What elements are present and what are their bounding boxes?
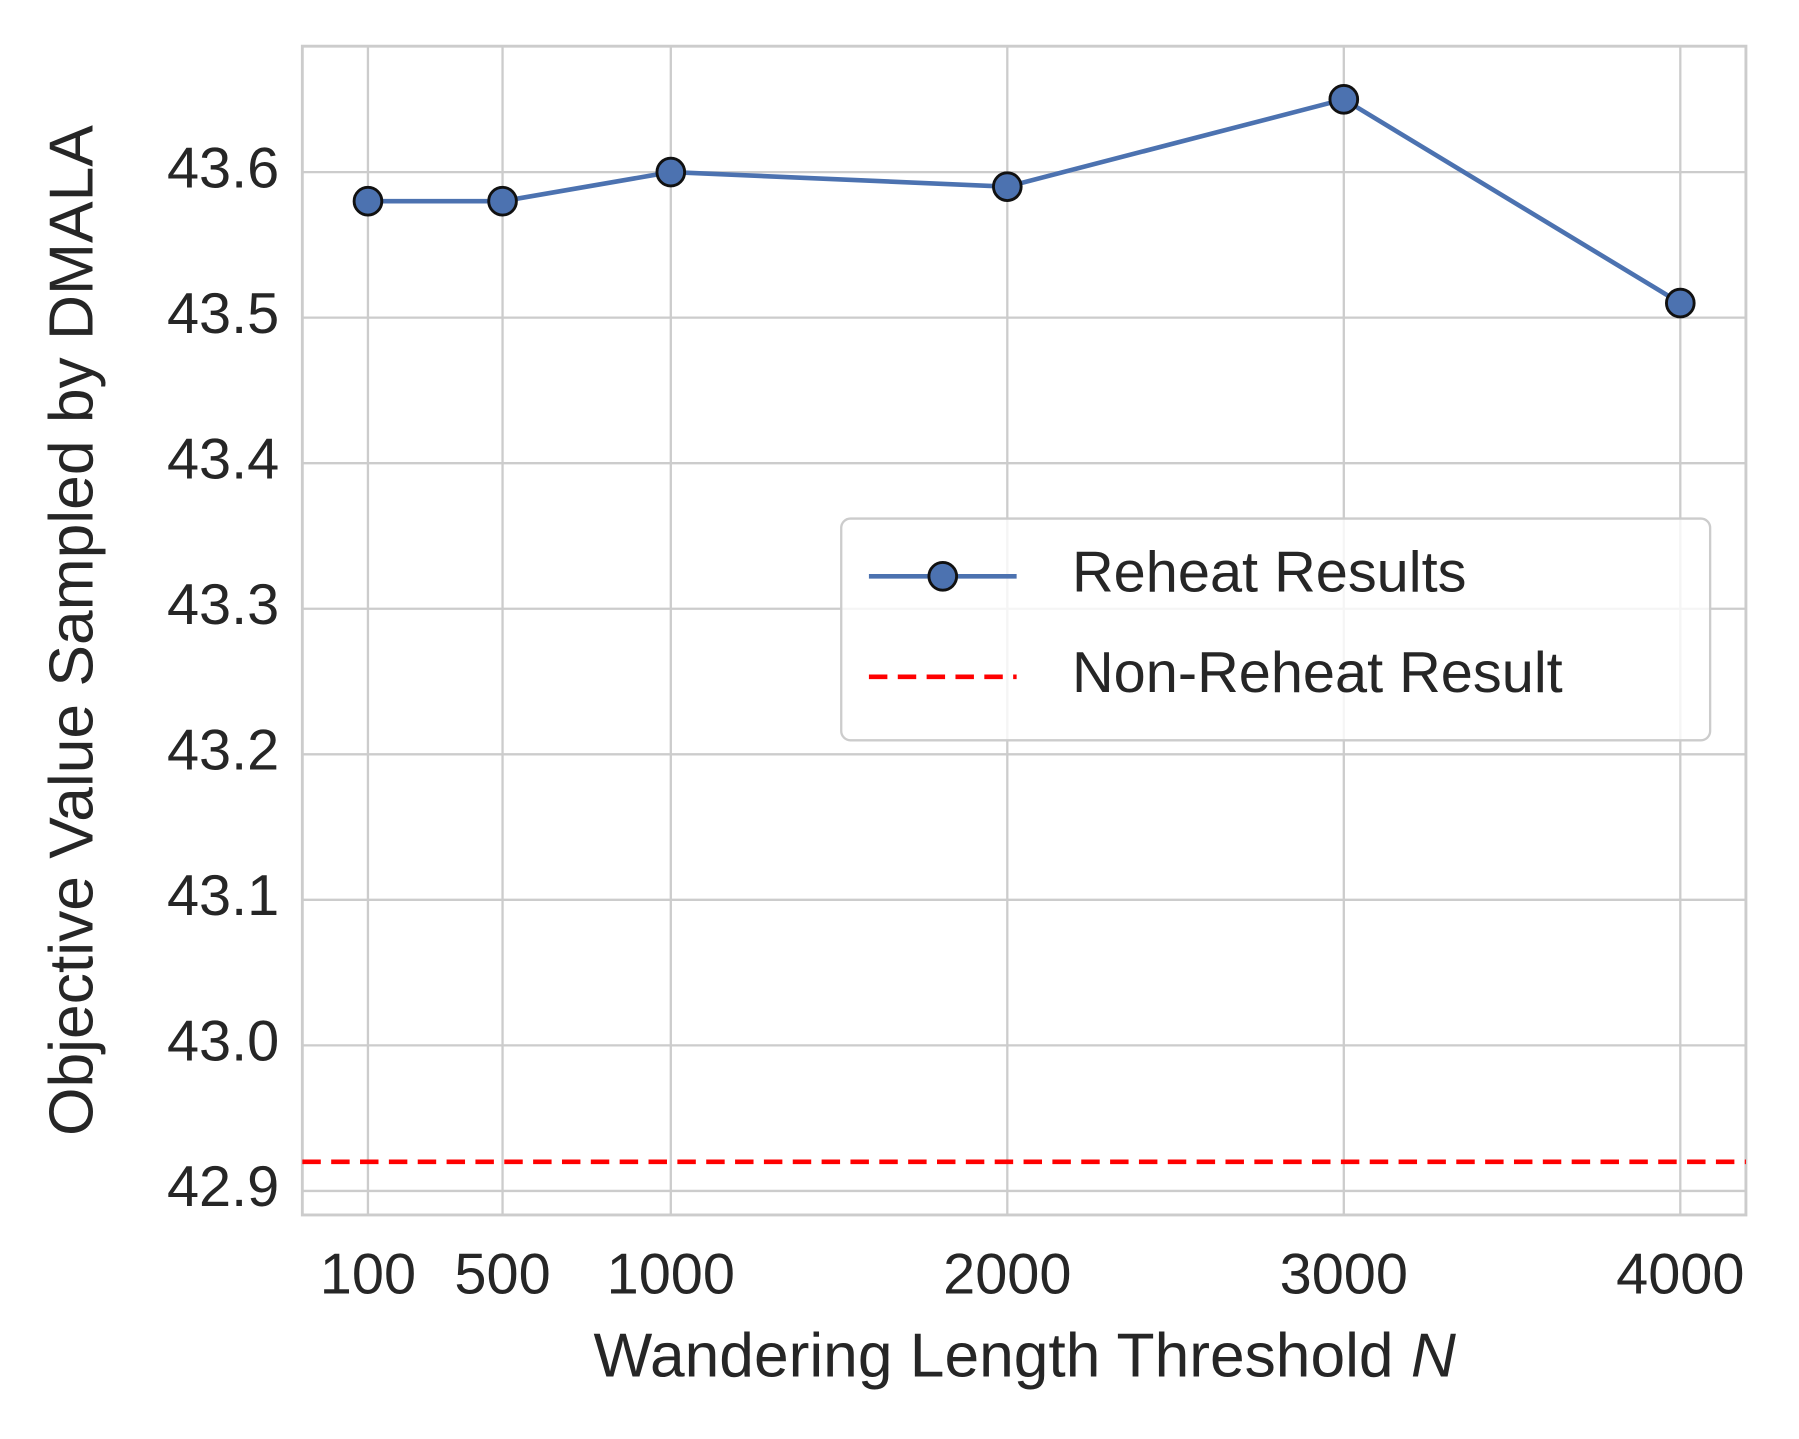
legend-label: Reheat Results (1072, 541, 1466, 605)
x-axis-label: Wandering Length Threshold N (594, 1322, 1457, 1391)
y-tick-label: 43.2 (167, 719, 279, 783)
data-point (352, 185, 384, 217)
data-point (655, 156, 687, 188)
y-tick-label: 42.9 (167, 1155, 279, 1219)
y-tick-label: 43.5 (167, 282, 279, 346)
data-point (992, 171, 1023, 202)
series-line (367, 96, 1682, 306)
legend-box (840, 517, 1712, 742)
y-tick-label: 43.4 (167, 427, 279, 491)
x-tick-label: 4000 (1616, 1243, 1744, 1307)
data-point (1665, 287, 1696, 319)
y-tick-label: 43.6 (167, 136, 279, 200)
y-axis-label: Objective Value Sampled by DMALA (38, 125, 107, 1136)
y-tick-label: 43.0 (167, 1010, 279, 1074)
x-tick-label: 2000 (943, 1243, 1071, 1307)
y-tick-label: 43.3 (167, 573, 279, 637)
x-tick-label: 1000 (607, 1243, 735, 1307)
x-tick-label: 500 (454, 1243, 550, 1307)
x-axis-label-text: Wandering Length Threshold (594, 1322, 1394, 1391)
y-tick-label: 43.1 (167, 864, 279, 928)
legend-label: Non-Reheat Result (1072, 641, 1563, 705)
legend-marker (927, 560, 959, 592)
data-point (1328, 84, 1360, 115)
data-point (487, 185, 518, 217)
plot-frame (300, 44, 1748, 1217)
x-tick-label: 100 (320, 1243, 416, 1307)
x-axis-variable: N (1411, 1322, 1457, 1391)
x-tick-label: 3000 (1280, 1243, 1408, 1307)
